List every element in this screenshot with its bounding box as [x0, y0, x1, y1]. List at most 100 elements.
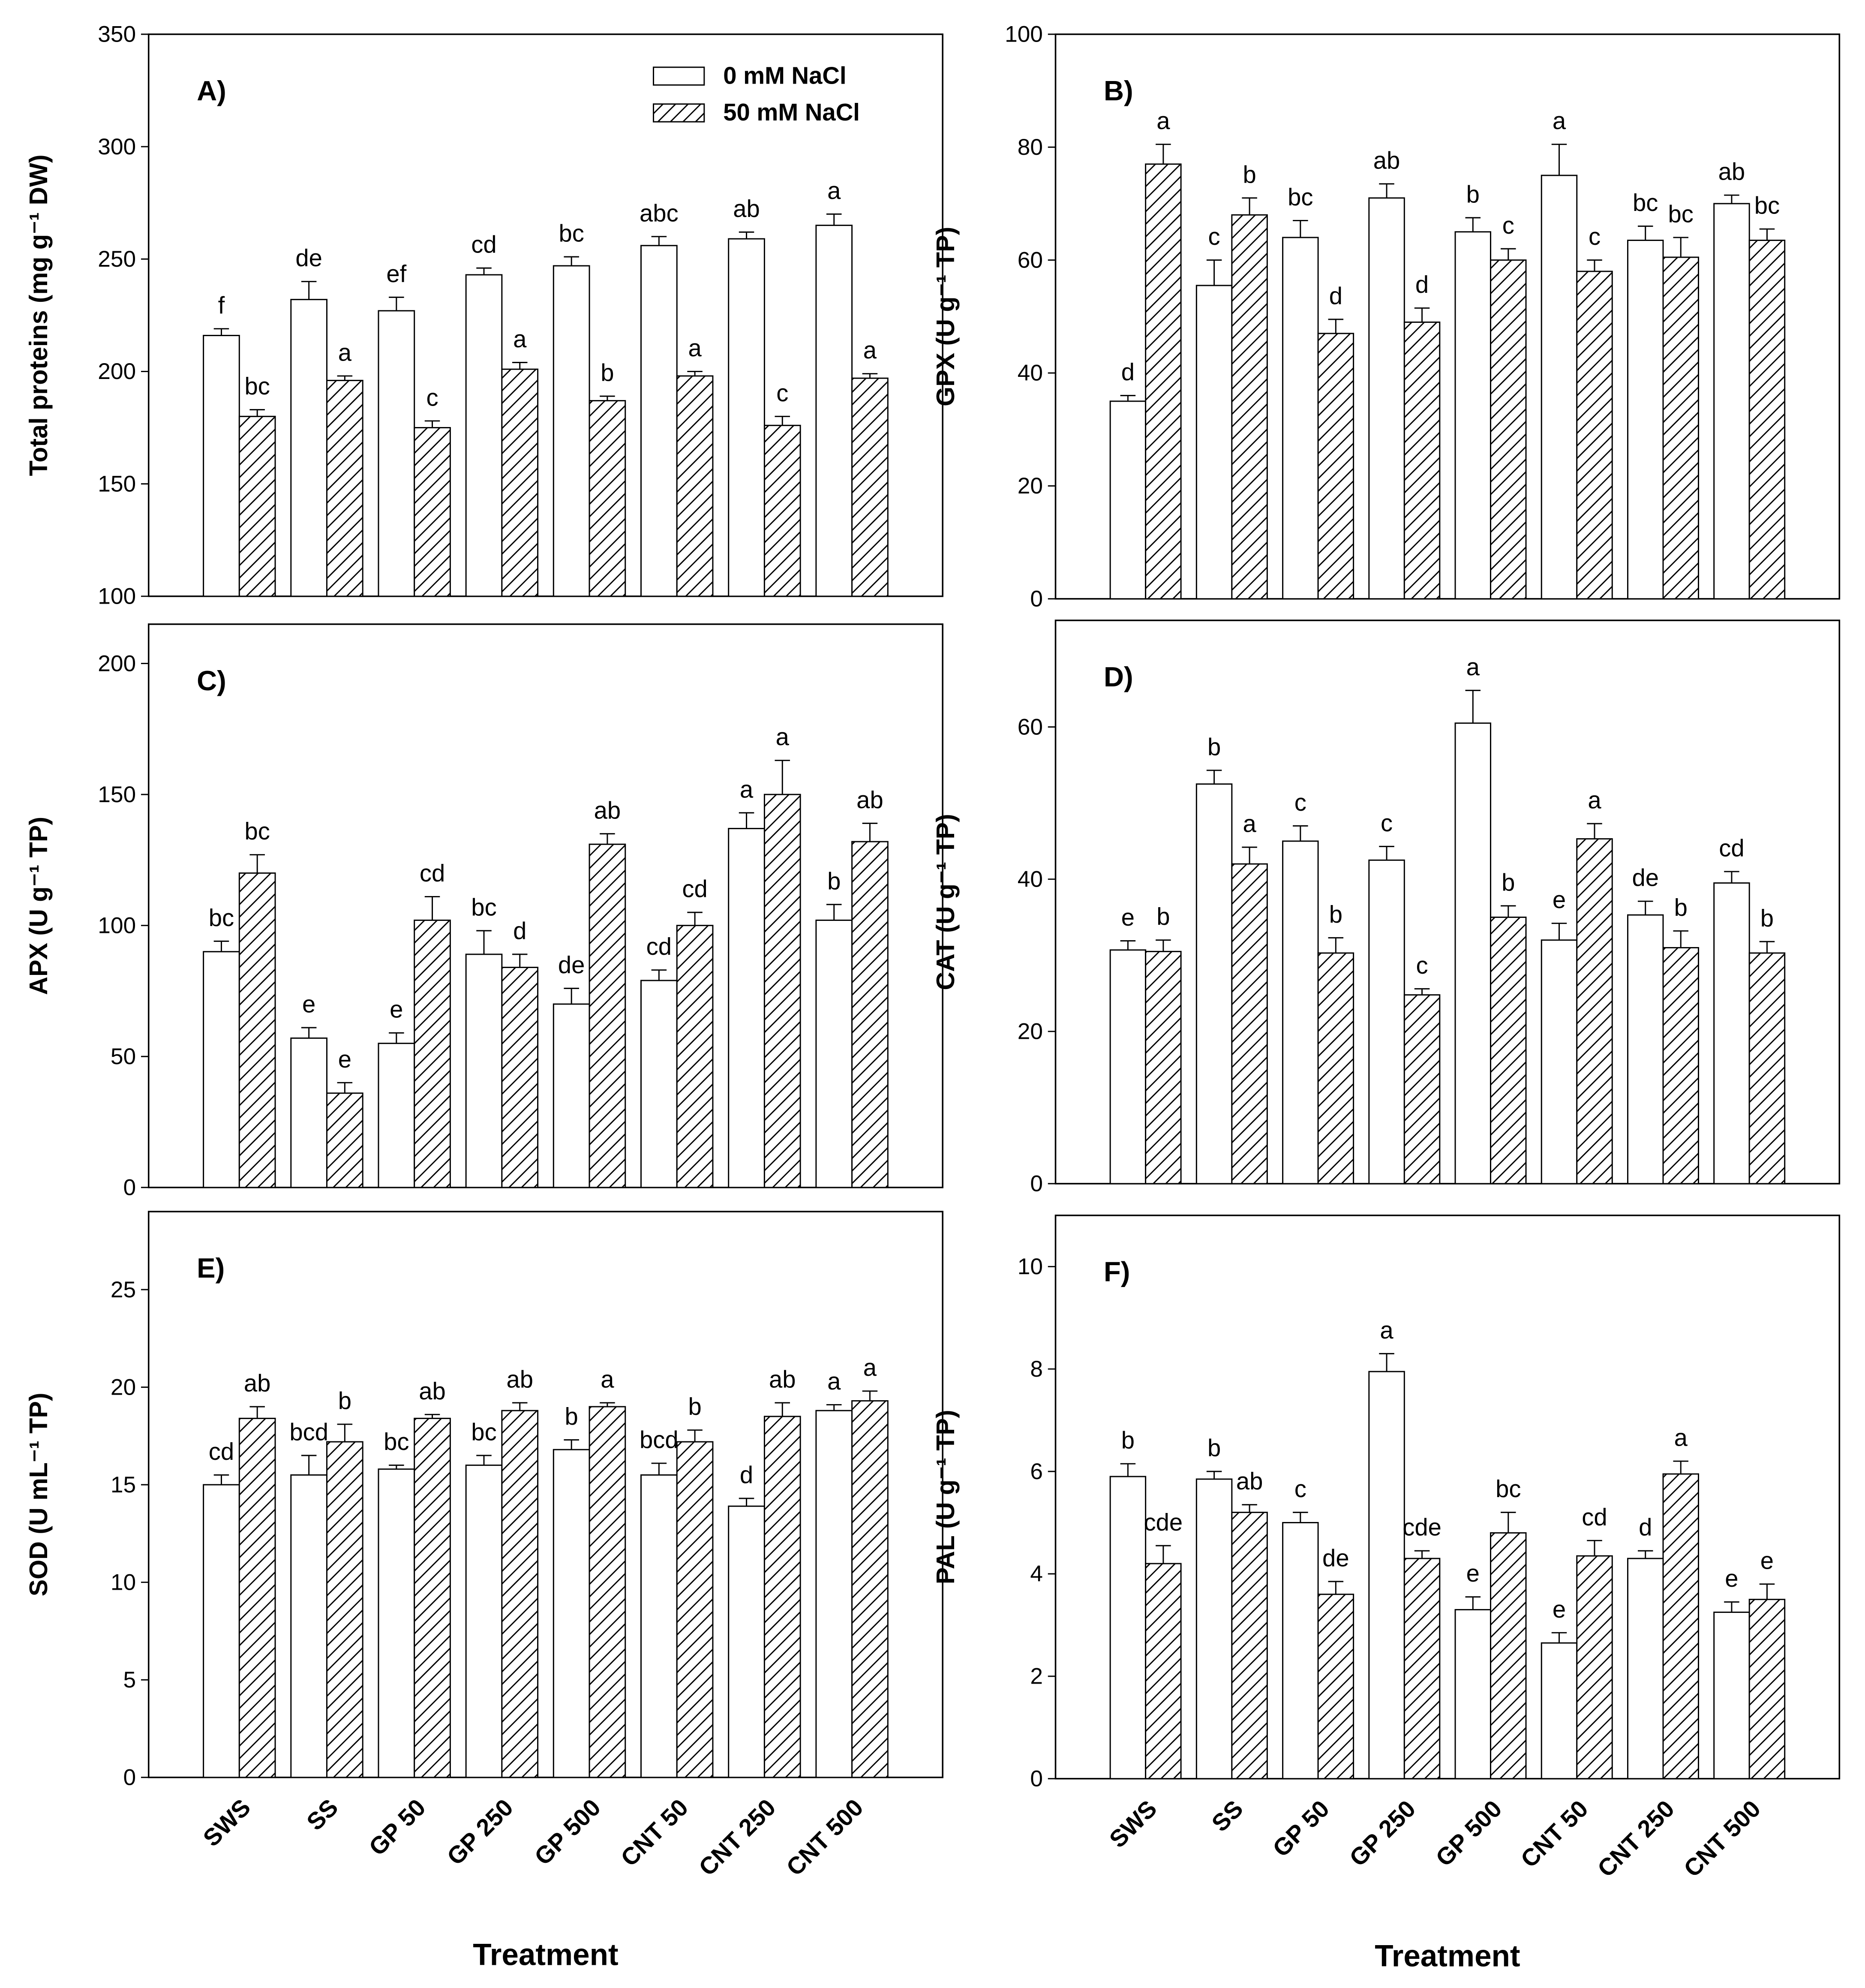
bar [1454, 231, 1492, 600]
error-bar [1379, 845, 1394, 860]
significance-letter: a [1553, 107, 1566, 134]
significance-letter: e [1466, 1560, 1480, 1587]
bar [553, 1003, 590, 1188]
significance-letter: d [1121, 358, 1135, 385]
bar [238, 872, 276, 1188]
x-tick-label: SS [1206, 1795, 1248, 1837]
error-bar [1242, 846, 1257, 864]
error-bar [739, 812, 754, 829]
x-tick-label: GP 250 [1344, 1795, 1421, 1872]
error-bar [1328, 937, 1344, 953]
bar [501, 368, 539, 597]
error-bar [1551, 923, 1567, 940]
significance-letter: ef [386, 260, 406, 287]
significance-letter: b [565, 1403, 578, 1430]
error-bar [600, 833, 615, 845]
error-bar [651, 1462, 667, 1475]
x-tick-label: CNT 250 [1592, 1795, 1679, 1883]
bar [1403, 321, 1441, 600]
significance-letter: de [558, 951, 585, 978]
significance-letter: bc [244, 373, 270, 400]
error-bar [1501, 905, 1516, 917]
y-tick-label: 60 [1018, 247, 1043, 273]
significance-letter: a [863, 337, 877, 364]
error-bar [1724, 871, 1739, 883]
error-bar [775, 415, 790, 426]
x-tick-label: SWS [1104, 1795, 1162, 1853]
error-bar [862, 1390, 878, 1401]
bar [465, 953, 503, 1188]
significance-letter: c [1381, 809, 1393, 836]
significance-letter: ab [244, 1370, 271, 1397]
bar [763, 424, 801, 597]
y-tick-label: 0 [123, 1765, 136, 1790]
error-bar [1242, 197, 1257, 215]
error-bar [1206, 259, 1222, 286]
error-bar [389, 1465, 404, 1469]
significance-letter: e [338, 1046, 351, 1073]
bar [1195, 1478, 1233, 1780]
error-bar [424, 896, 440, 920]
bar [1490, 916, 1527, 1185]
error-bar [249, 409, 265, 417]
significance-letter: f [218, 292, 225, 319]
error-bar [1465, 689, 1481, 723]
significance-letter: bc [384, 1428, 409, 1455]
error-bar [1293, 220, 1308, 238]
significance-letter: b [1156, 903, 1170, 930]
bar [1368, 859, 1405, 1185]
significance-letter: d [513, 917, 526, 944]
bar [1317, 952, 1354, 1185]
x-tick-label: GP 50 [1267, 1795, 1335, 1862]
error-bar [826, 1404, 842, 1411]
y-tick-label: 100 [1005, 22, 1043, 47]
bar [1109, 400, 1147, 600]
bar [1662, 256, 1699, 600]
x-tick-label: SWS [198, 1794, 255, 1852]
error-bar [213, 1474, 229, 1485]
plot-frame [1054, 1215, 1841, 1780]
significance-letter: a [827, 177, 841, 204]
significance-letter: ab [506, 1365, 533, 1393]
x-tick-label: SS [301, 1794, 343, 1836]
error-bar [739, 231, 754, 239]
significance-letter: a [740, 776, 754, 803]
bar [1662, 947, 1699, 1185]
significance-letter: cde [1144, 1509, 1183, 1536]
bar [1317, 333, 1354, 600]
significance-letter: c [1294, 1475, 1306, 1502]
significance-letter: bc [1754, 192, 1780, 219]
error-bar [1551, 1632, 1567, 1643]
error-bar [1379, 183, 1394, 198]
error-bar [249, 1406, 265, 1419]
significance-letter: a [601, 1365, 614, 1393]
bar [1231, 863, 1268, 1185]
significance-letter: cd [1719, 834, 1744, 861]
error-bar [564, 987, 579, 1005]
y-axis-label: CAT (U g⁻¹ TP) [931, 814, 960, 990]
panel-label: B) [1104, 75, 1133, 106]
error-bar [826, 904, 842, 920]
error-bar [1637, 900, 1653, 915]
bar [238, 1417, 276, 1778]
significance-letter: a [1466, 653, 1480, 680]
error-bar [301, 1455, 317, 1475]
error-bar [1465, 1596, 1481, 1610]
significance-letter: c [1208, 223, 1220, 250]
y-tick-label: 150 [98, 782, 136, 807]
bar [728, 1505, 765, 1778]
error-bar [775, 1402, 790, 1417]
bar [1541, 1642, 1578, 1780]
bar [1145, 950, 1182, 1185]
x-tick-label: CNT 250 [694, 1794, 781, 1881]
plot-frame [147, 623, 943, 1188]
y-tick-label: 10 [111, 1570, 136, 1595]
significance-letter: bc [1633, 189, 1658, 216]
legend-label: 50 mM NaCl [723, 99, 860, 126]
error-bar [213, 940, 229, 952]
panel-label: F) [1104, 1256, 1130, 1287]
bar [815, 1410, 853, 1778]
bar [465, 1465, 503, 1778]
y-tick-label: 0 [1030, 586, 1043, 611]
plot-frame [147, 33, 943, 597]
